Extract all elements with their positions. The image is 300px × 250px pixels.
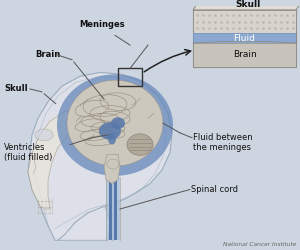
Polygon shape [28,72,172,240]
Ellipse shape [35,129,53,141]
Text: Ventricles
(fluid filled): Ventricles (fluid filled) [4,143,52,162]
Text: Skull: Skull [236,0,261,8]
Ellipse shape [107,159,119,169]
Bar [118,68,142,86]
Text: Brain: Brain [232,50,256,59]
Bar [193,33,296,43]
Bar [193,43,296,66]
Bar [109,177,117,240]
Ellipse shape [57,74,173,176]
Ellipse shape [108,133,116,144]
Bar [106,177,120,240]
Text: Meninges: Meninges [79,20,125,30]
Bar [193,10,296,33]
Text: Fluid between
the meninges: Fluid between the meninges [193,133,253,152]
Ellipse shape [67,80,163,166]
Bar [193,10,296,66]
Polygon shape [193,0,300,10]
Text: Spinal cord: Spinal cord [191,185,238,194]
Text: Fluid: Fluid [234,34,255,43]
Ellipse shape [111,117,125,129]
Text: Skull: Skull [4,84,28,94]
Polygon shape [104,154,120,184]
Polygon shape [58,206,110,240]
Text: Brain: Brain [35,50,60,59]
Text: National Cancer Institute: National Cancer Institute [223,242,296,247]
Polygon shape [28,108,75,209]
Ellipse shape [127,134,153,155]
Ellipse shape [99,122,121,140]
